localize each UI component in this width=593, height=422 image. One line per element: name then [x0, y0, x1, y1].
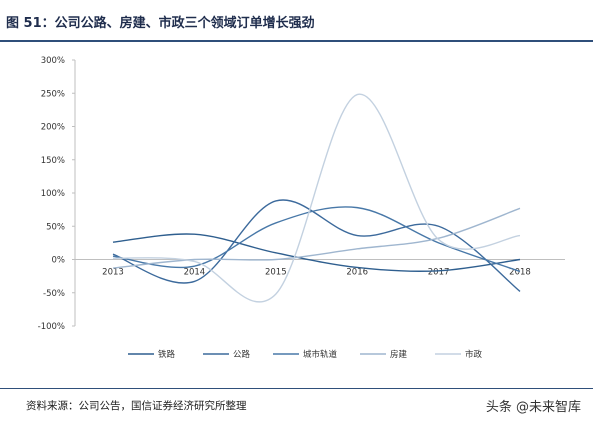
series-layer	[112, 93, 521, 303]
legend-label: 市政	[465, 349, 483, 360]
legend-label: 城市轨道	[303, 349, 338, 360]
series-line-1	[112, 199, 521, 292]
y-tick-label: 50%	[46, 222, 65, 232]
legend-label: 铁路	[158, 349, 176, 360]
x-tick-label: 2013	[102, 268, 124, 278]
y-axis: -100% -50% 0% 50% 100% 150% 200% 250% 300%	[38, 56, 76, 332]
y-tick-label: 100%	[41, 189, 65, 199]
title-divider	[0, 40, 593, 42]
figure-title: 图 51：公司公路、房建、市政三个领域订单增长强劲	[6, 16, 315, 31]
series-line-0	[112, 233, 521, 272]
watermark: 头条 @未来智库	[485, 400, 581, 415]
series-line-2	[112, 206, 521, 273]
figure-header: 图 51：公司公路、房建、市政三个领域订单增长强劲	[0, 6, 593, 42]
y-tick-label: 150%	[41, 156, 65, 166]
legend: 铁路 公路 城市轨道 房建 市政	[128, 349, 483, 360]
line-chart: -100% -50% 0% 50% 100% 150% 200% 250% 300% 2013 2…	[38, 56, 565, 360]
legend-label: 房建	[390, 349, 408, 360]
x-tick-label: 2016	[346, 268, 368, 278]
series-line-4	[112, 93, 521, 303]
y-tick-label: 250%	[41, 89, 65, 99]
y-tick-label: -100%	[38, 322, 65, 332]
x-tick-label: 2017	[428, 268, 450, 278]
y-tick-label: 200%	[41, 123, 65, 133]
legend-label: 公路	[233, 349, 251, 360]
y-tick-label: 0%	[52, 256, 66, 266]
x-tick-label: 2018	[509, 268, 531, 278]
source-divider	[0, 388, 593, 389]
source-note: 资料来源：公司公告，国信证券经济研究所整理	[26, 400, 247, 412]
x-tick-label: 2014	[184, 268, 206, 278]
y-tick-label: 300%	[41, 56, 65, 66]
x-tick-label: 2015	[265, 268, 287, 278]
y-tick-label: -50%	[43, 289, 65, 299]
